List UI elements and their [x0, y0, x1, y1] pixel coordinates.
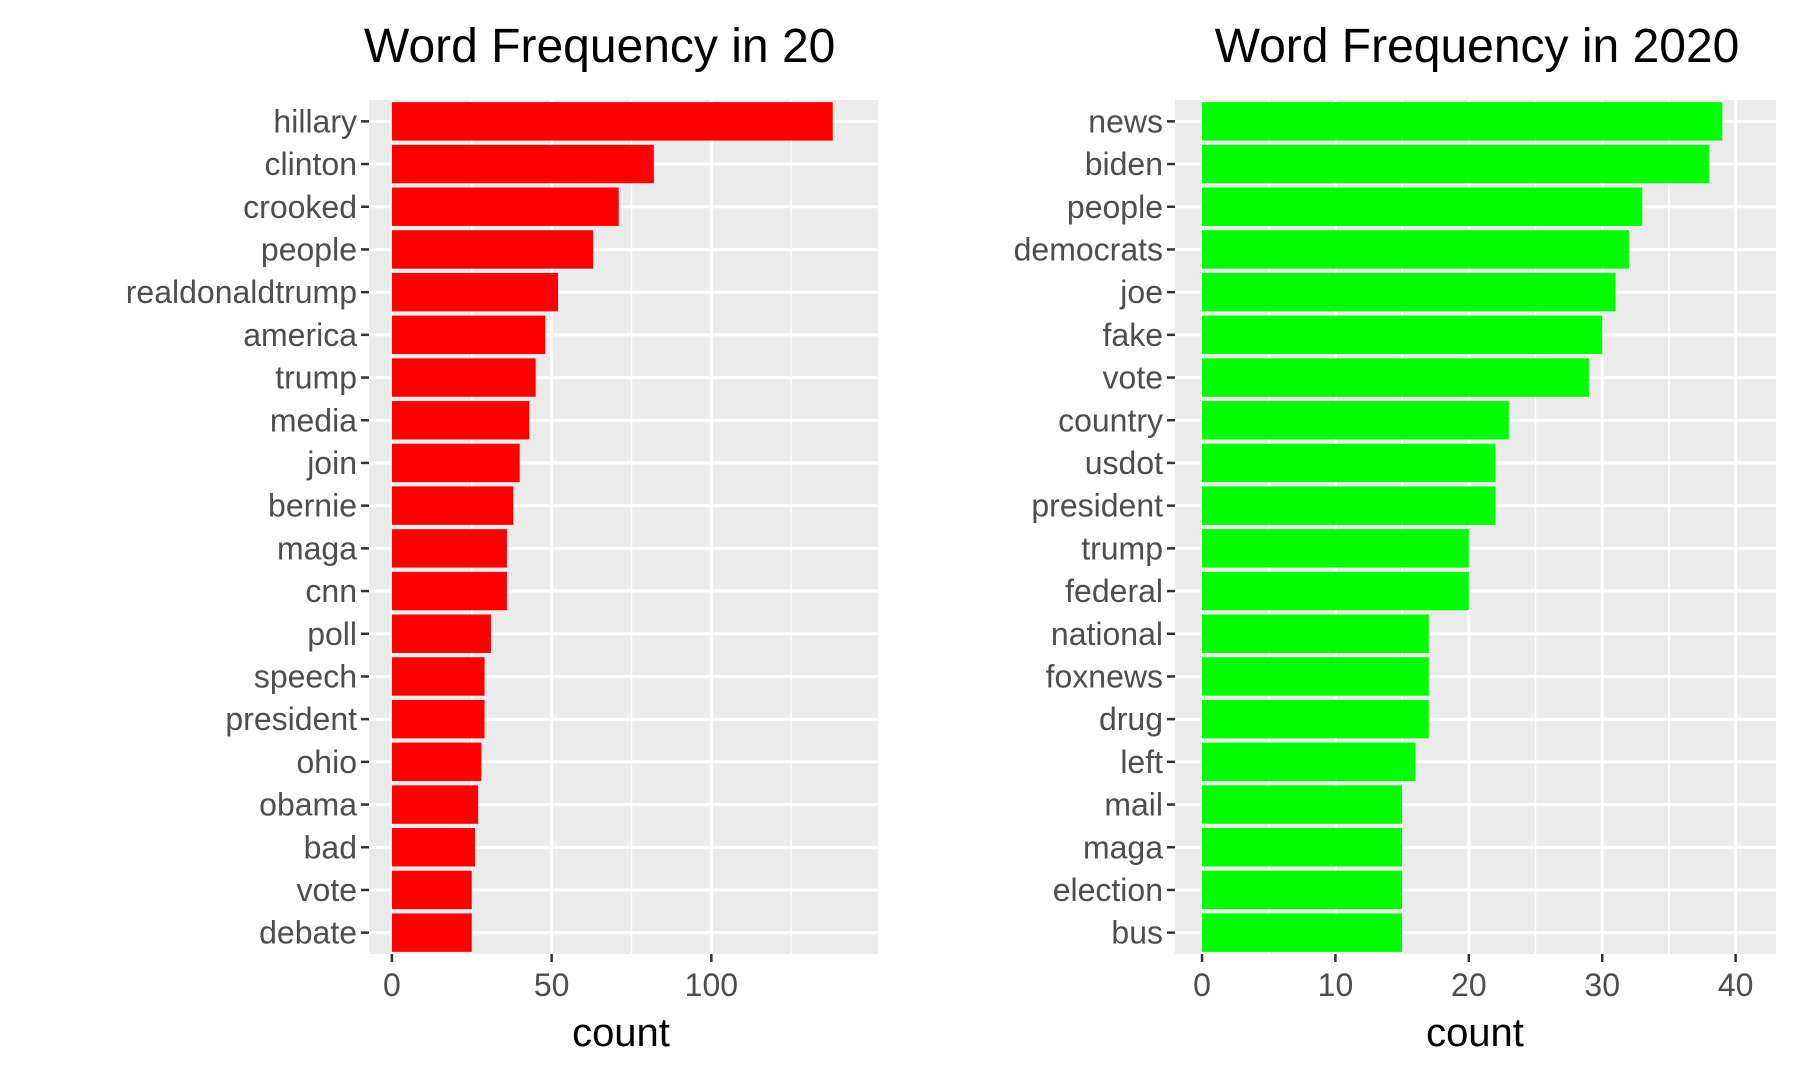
chart-left-category-label: clinton	[265, 146, 358, 182]
chart-right-bar	[1202, 870, 1403, 910]
chart-right-bar	[1202, 657, 1429, 696]
chart-right-category-label: bus	[1111, 915, 1163, 951]
chart-left-category-label: america	[243, 317, 357, 353]
chart-left-bar	[391, 144, 654, 184]
chart-right-x-tick-label: 30	[1584, 967, 1620, 1003]
chart-right-category-label: fake	[1103, 317, 1163, 353]
chart-right-category-label: joe	[1119, 274, 1163, 310]
chart-right-category-label: biden	[1085, 146, 1163, 182]
chart-right-bar	[1202, 102, 1723, 141]
chart-right-category-label: national	[1051, 616, 1163, 652]
chart-right-bar	[1202, 187, 1643, 226]
chart-left-category-label: crooked	[243, 189, 357, 225]
chart-right-category-label: news	[1088, 103, 1163, 139]
chart-left: hillary clinton crooked people realdonaldtru…	[126, 20, 878, 1055]
chart-right-bar	[1202, 230, 1629, 269]
chart-left-bar	[391, 102, 833, 141]
chart-right-x-tick-label: 40	[1718, 967, 1754, 1003]
chart-left-category-label: obama	[259, 787, 357, 823]
chart-right-x-tick-label: 0	[1193, 967, 1211, 1003]
chart-left-category-label: bad	[304, 829, 357, 865]
chart-right-bar	[1202, 358, 1589, 397]
chart-left-category-label: debate	[259, 915, 357, 951]
chart-right-category-label: people	[1067, 189, 1163, 225]
chart-left-category-label: cnn	[305, 573, 357, 609]
chart-left-bar	[391, 358, 536, 397]
chart-left-x-tick-label: 50	[534, 967, 570, 1003]
chart-right-bar	[1202, 529, 1469, 568]
chart-left-category-label: hillary	[273, 103, 357, 139]
chart-right-bar	[1202, 486, 1496, 525]
chart-right-bar	[1202, 828, 1403, 867]
chart-right-bar	[1202, 401, 1509, 440]
chart-left-category-label: maga	[277, 530, 357, 566]
chart-right-bar	[1202, 144, 1709, 184]
chart-left-bar	[391, 272, 559, 312]
chart-left-bar	[391, 614, 491, 653]
chart-left-x-tick-label: 0	[383, 967, 401, 1003]
chart-right-category-label: foxnews	[1046, 658, 1163, 694]
chart-right-x-tick-label: 10	[1318, 967, 1354, 1003]
chart-right-bar	[1202, 913, 1403, 952]
chart-left-category-label: president	[225, 701, 357, 737]
chart-right-panel	[1175, 100, 1776, 954]
chart-right-bar	[1202, 742, 1416, 782]
chart-left-bar	[391, 529, 507, 568]
chart-left-bar	[391, 443, 520, 483]
chart-left-category-label: people	[261, 231, 357, 267]
chart-right-bar	[1202, 272, 1616, 312]
chart-left-bar	[391, 828, 475, 867]
chart-right-bar	[1202, 785, 1403, 824]
chart-left-category-label: trump	[275, 360, 357, 396]
chart-right-category-label: federal	[1065, 573, 1163, 609]
chart-left-panel	[369, 100, 878, 954]
chart-left-bar	[391, 401, 530, 440]
chart-left-category-label: bernie	[268, 488, 357, 524]
chart-left-bar	[391, 187, 619, 226]
chart-right-category-label: drug	[1099, 701, 1163, 737]
chart-left-category-label: join	[306, 445, 357, 481]
chart-left-bar	[391, 870, 472, 910]
chart-left-bar	[391, 315, 546, 355]
chart-right-bar	[1202, 443, 1496, 483]
chart-left-bar	[391, 913, 472, 952]
chart-left-bar	[391, 657, 485, 696]
chart-left-category-label: vote	[297, 872, 357, 908]
chart-left-category-label: ohio	[297, 744, 358, 780]
chart-left-category-label: poll	[307, 616, 357, 652]
chart-left-bar	[391, 699, 485, 739]
chart-right-title: Word Frequency in 2020	[1215, 20, 1740, 73]
chart-left-title: Word Frequency in 20	[364, 20, 835, 73]
chart-left-category-label: realdonaldtrump	[126, 274, 357, 310]
chart-right-category-label: vote	[1103, 360, 1163, 396]
chart-right-category-label: country	[1058, 402, 1163, 438]
chart-right-category-label: democrats	[1014, 231, 1163, 267]
chart-right-category-label: usdot	[1085, 445, 1163, 481]
chart-right-category-label: trump	[1081, 530, 1163, 566]
chart-left-bar	[391, 742, 482, 782]
chart-right-category-label: president	[1031, 488, 1163, 524]
chart-left-category-label: media	[270, 402, 357, 438]
chart-left-x-axis-label: count	[572, 1011, 670, 1055]
chart-left-bar	[391, 486, 514, 525]
chart-right-bar	[1202, 315, 1603, 355]
chart-right-category-label: mail	[1104, 787, 1163, 823]
chart-right-x-tick-label: 20	[1451, 967, 1487, 1003]
chart-right-category-label: maga	[1083, 829, 1163, 865]
chart-right-bar	[1202, 699, 1429, 739]
chart-right-bar	[1202, 614, 1429, 653]
chart-left-x-tick-label: 100	[685, 967, 738, 1003]
chart-left-bar	[391, 571, 507, 611]
chart-right-x-axis-label: count	[1426, 1011, 1524, 1055]
chart-right: news biden people democrats joe fake vote count…	[1014, 20, 1776, 1055]
chart-right-category-label: left	[1120, 744, 1163, 780]
chart-right-category-label: election	[1053, 872, 1163, 908]
chart-left-bar	[391, 230, 594, 269]
chart-left-bar	[391, 785, 479, 824]
chart-right-bar	[1202, 571, 1469, 611]
chart-left-category-label: speech	[254, 658, 357, 694]
